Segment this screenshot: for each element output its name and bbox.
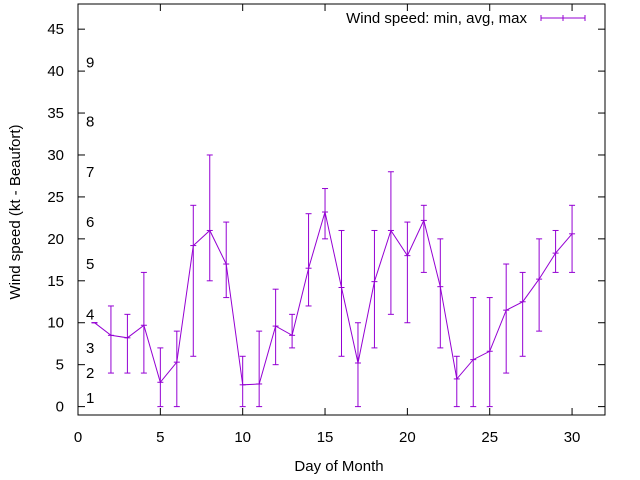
error-bar [140,271,147,374]
error-bar [519,271,526,357]
legend-label: Wind speed: min, avg, max [346,10,527,27]
x-axis-label: Day of Month [294,458,383,475]
beaufort-label: 4 [86,306,94,323]
error-bar [536,238,543,332]
y-tick-label: 0 [56,399,64,416]
error-bar [322,188,329,240]
y-tick-label: 10 [47,315,64,332]
error-bar [404,221,411,324]
beaufort-label: 2 [86,365,94,382]
error-bar [338,229,345,357]
x-tick-label: 20 [399,429,416,446]
beaufort-labels: 1 2 3 4 5 6 7 8 9 [86,55,94,408]
error-bar [503,263,510,374]
error-bar [420,204,427,273]
data-series [91,154,576,408]
beaufort-label: 6 [86,214,94,231]
error-bar [124,313,131,374]
error-bar [486,297,493,408]
y-tick-label: 15 [47,273,64,290]
x-tick-label: 10 [234,429,251,446]
y-axis-label: Wind speed (kt - Beaufort) [7,124,24,299]
error-bar [437,238,444,349]
avg-line [94,211,573,386]
plot-frame [77,3,606,416]
error-bar [206,154,213,282]
x-tick-label: 0 [74,429,82,446]
beaufort-label: 8 [86,113,94,130]
y-tick-label: 35 [47,105,64,122]
x-tick-label: 25 [481,429,498,446]
beaufort-label: 5 [86,256,94,273]
x-tick-label: 30 [564,429,581,446]
error-bar [569,204,576,273]
y-tick-label: 5 [56,357,64,374]
legend-sample [540,15,586,21]
error-bar [470,297,477,408]
error-bar [354,322,361,408]
error-bar [371,229,378,349]
error-bar [190,204,197,357]
error-bar [552,229,559,273]
legend: Wind speed: min, avg, max [346,10,586,27]
error-bar [387,171,394,315]
y-tick-label: 20 [47,231,64,248]
error-bar [107,305,114,374]
y-tick-label: 25 [47,189,64,206]
beaufort-label: 7 [86,164,94,181]
y-tick-label: 30 [47,147,64,164]
error-bar [453,355,460,408]
y-tick-label: 40 [47,63,64,80]
error-bar [223,221,230,299]
error-bar [239,355,246,408]
error-bar [305,213,312,307]
x-tick-label: 5 [156,429,164,446]
error-bar [289,313,296,349]
y-tick-label: 45 [47,21,64,38]
beaufort-label: 9 [86,55,94,72]
beaufort-label: 1 [86,390,94,407]
error-bar [157,347,164,408]
error-bar [256,330,263,408]
error-bar [173,330,180,408]
beaufort-label: 3 [86,340,94,357]
x-tick-label: 15 [317,429,334,446]
error-bar [272,288,279,366]
